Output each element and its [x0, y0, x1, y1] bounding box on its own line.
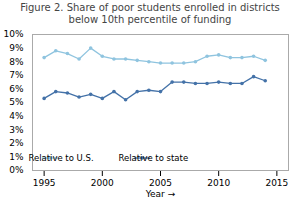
html-text:below 10th percentile of fundi: below 10th percentile of funding — [68, 14, 232, 25]
svg-text:7%: 7% — [9, 70, 24, 80]
svg-text:5%: 5% — [9, 97, 24, 107]
svg-text:1995: 1995 — [33, 178, 56, 188]
svg-text:2005: 2005 — [149, 178, 172, 188]
svg-text:4%: 4% — [9, 111, 24, 121]
svg-text:Relative to state: Relative to state — [118, 153, 188, 163]
svg-text:10%: 10% — [3, 29, 23, 39]
svg-text:6%: 6% — [9, 84, 24, 94]
svg-text:8%: 8% — [9, 57, 24, 67]
svg-text:3%: 3% — [9, 125, 24, 135]
html-text:Figure 2. Share of poor studen: Figure 2. Share of poor students enrolle… — [20, 2, 280, 13]
svg-text:2000: 2000 — [91, 178, 114, 188]
svg-text:2015: 2015 — [265, 178, 288, 188]
svg-text:Year →: Year → — [145, 189, 176, 199]
svg-text:1%: 1% — [9, 152, 24, 162]
svg-text:Relative to U.S.: Relative to U.S. — [28, 153, 93, 163]
svg-text:0%: 0% — [9, 165, 24, 175]
svg-text:2010: 2010 — [207, 178, 230, 188]
svg-text:2%: 2% — [9, 138, 24, 148]
svg-text:9%: 9% — [9, 43, 24, 53]
